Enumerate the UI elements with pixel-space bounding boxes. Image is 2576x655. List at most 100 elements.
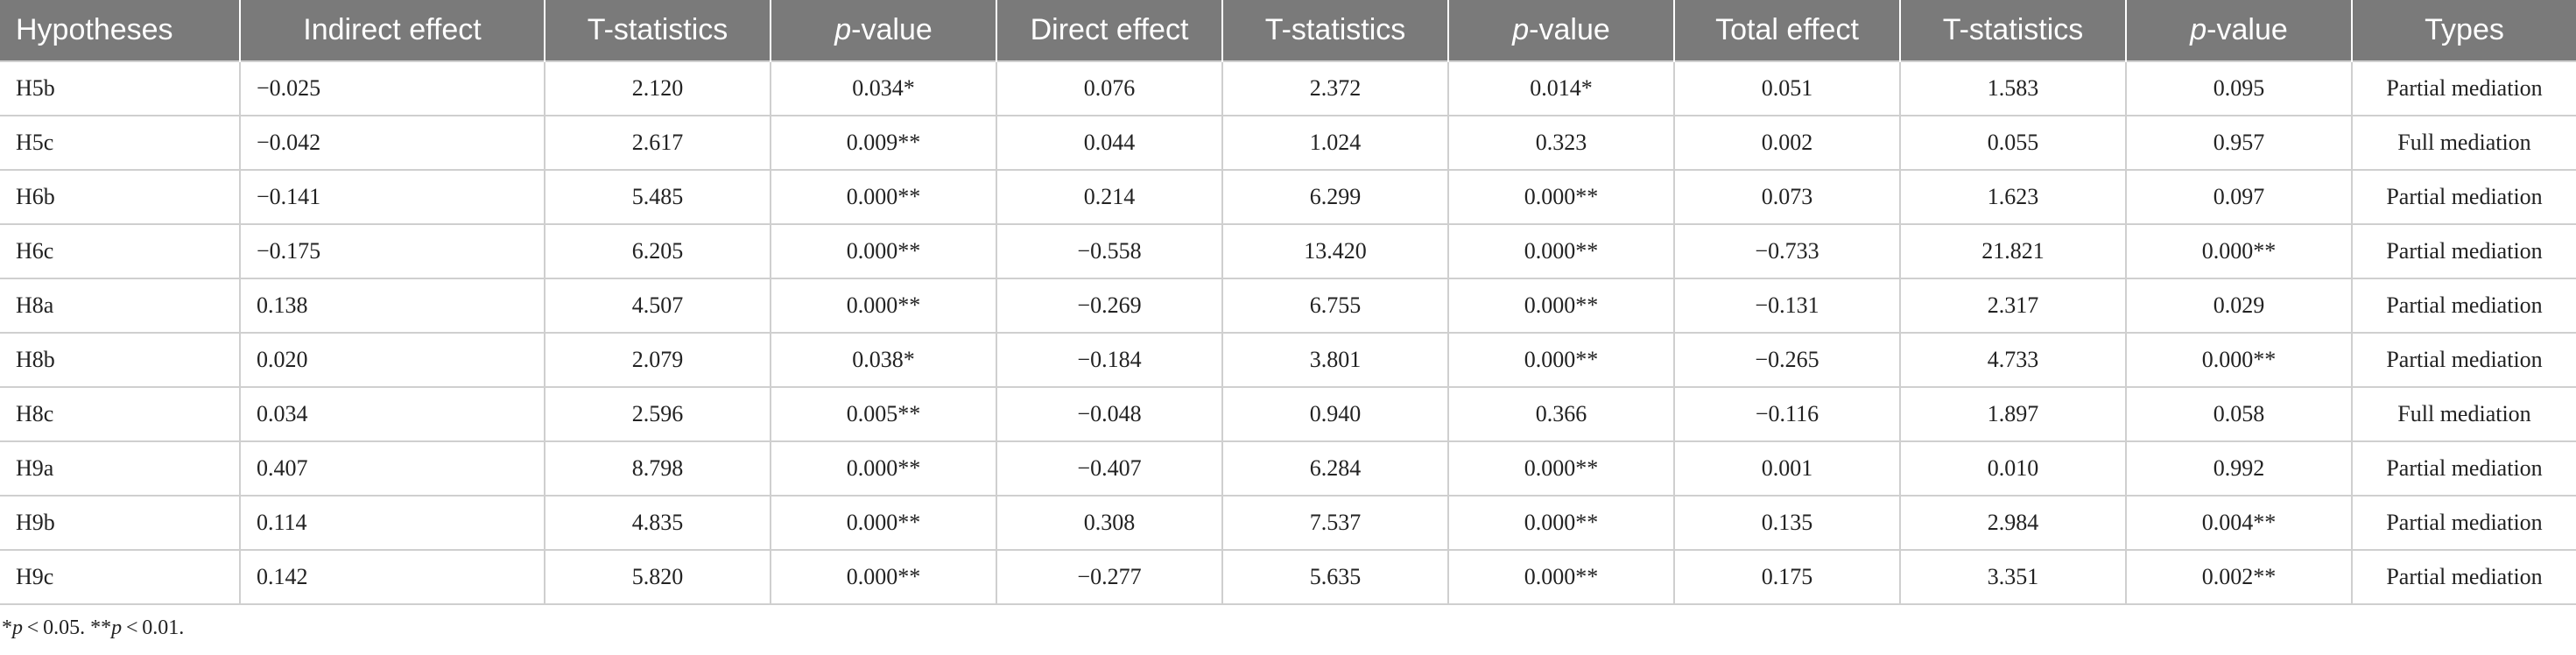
table-cell: 0.000** (1447, 333, 1674, 388)
table-cell: 0.000** (770, 441, 996, 497)
table-cell: 2.372 (1221, 60, 1448, 116)
table-row: H9b 0.114 4.835 0.000** 0.308 7.537 0.000** 0.1… (0, 496, 2576, 551)
table-cell: 4.507 (544, 278, 771, 334)
hypothesis-cell: H8b (0, 333, 240, 388)
column-header: p-value (2125, 0, 2352, 61)
table-cell: Full mediation (2351, 387, 2576, 442)
table-cell: 0.038* (770, 333, 996, 388)
column-header: T-statistics (544, 0, 771, 61)
table-cell: 6.299 (1221, 170, 1448, 225)
header-suffix: -value (851, 13, 933, 46)
table-cell: 0.000** (1447, 550, 1674, 605)
table-cell: 0.138 (239, 278, 545, 334)
table-cell: 13.420 (1221, 224, 1448, 279)
table-cell: 0.010 (1899, 441, 2126, 497)
column-header: Types (2351, 0, 2576, 61)
table-cell: 0.002 (1673, 116, 1900, 171)
p-symbol: p (1512, 13, 1530, 46)
table-row: H5b −0.025 2.120 0.034* 0.076 2.372 0.014* 0.05… (0, 60, 2576, 116)
table-row: H8b 0.020 2.079 0.038* −0.184 3.801 0.000** −0.… (0, 333, 2576, 388)
table-cell: 0.000** (770, 224, 996, 279)
table-cell: −0.175 (239, 224, 545, 279)
hypothesis-cell: H5b (0, 60, 240, 116)
table-cell: 0.175 (1673, 550, 1900, 605)
table-cell: 0.009** (770, 116, 996, 171)
table-cell: 6.205 (544, 224, 771, 279)
table-cell: 0.000** (770, 278, 996, 334)
table-cell: 0.407 (239, 441, 545, 497)
table-cell: 0.366 (1447, 387, 1674, 442)
table-cell: 0.004** (2125, 496, 2352, 551)
p-symbol: p (834, 13, 852, 46)
hypothesis-cell: H8c (0, 387, 240, 442)
table-cell: −0.407 (996, 441, 1222, 497)
table-cell: Partial mediation (2351, 278, 2576, 334)
table-cell: 0.000** (1447, 224, 1674, 279)
table-cell: Partial mediation (2351, 333, 2576, 388)
table-cell: 0.000** (770, 550, 996, 605)
table-cell: 0.073 (1673, 170, 1900, 225)
table-cell: 5.635 (1221, 550, 1448, 605)
table-cell: Partial mediation (2351, 496, 2576, 551)
hypothesis-cell: H9a (0, 441, 240, 497)
table-cell: 6.284 (1221, 441, 1448, 497)
table-cell: 0.000** (2125, 333, 2352, 388)
table-cell: 2.120 (544, 60, 771, 116)
table-cell: 0.000** (1447, 170, 1674, 225)
table-cell: 3.801 (1221, 333, 1448, 388)
table-cell: 5.820 (544, 550, 771, 605)
table-cell: 1.897 (1899, 387, 2126, 442)
footnote-mark-2: ** (90, 616, 112, 639)
table-cell: 0.000** (1447, 278, 1674, 334)
table-row: H5c −0.042 2.617 0.009** 0.044 1.024 0.323 0.00… (0, 116, 2576, 171)
table-row: H8c 0.034 2.596 0.005** −0.048 0.940 0.366 −0.1… (0, 387, 2576, 442)
table-cell: 0.001 (1673, 441, 1900, 497)
table-cell: 0.000** (770, 496, 996, 551)
table-cell: −0.269 (996, 278, 1222, 334)
column-header: T-statistics (1899, 0, 2126, 61)
hypothesis-cell: H9b (0, 496, 240, 551)
column-header: Hypotheses (0, 0, 240, 61)
table-cell: 1.024 (1221, 116, 1448, 171)
table-cell: 2.317 (1899, 278, 2126, 334)
table-cell: −0.131 (1673, 278, 1900, 334)
table-cell: −0.048 (996, 387, 1222, 442)
table-cell: −0.558 (996, 224, 1222, 279)
table-cell: 0.308 (996, 496, 1222, 551)
table-row: H6c −0.175 6.205 0.000** −0.558 13.420 0.000**… (0, 224, 2576, 279)
table-cell: 3.351 (1899, 550, 2126, 605)
table-cell: 0.957 (2125, 116, 2352, 171)
table-cell: −0.265 (1673, 333, 1900, 388)
header-suffix: -value (1529, 13, 1610, 46)
footnote-p-2: p (111, 616, 123, 639)
table-cell: Partial mediation (2351, 224, 2576, 279)
table-cell: 0.034* (770, 60, 996, 116)
hypothesis-cell: H6c (0, 224, 240, 279)
table-row: H9a 0.407 8.798 0.000** −0.407 6.284 0.000** 0.… (0, 441, 2576, 497)
table-cell: 2.596 (544, 387, 771, 442)
footnote-mark-1: * (2, 616, 12, 639)
header-suffix: -value (2206, 13, 2288, 46)
table-cell: −0.277 (996, 550, 1222, 605)
mediation-results-table-container: Hypotheses Indirect effect T-statistics p-v… (0, 0, 2576, 639)
hypothesis-cell: H8a (0, 278, 240, 334)
hypothesis-cell: H6b (0, 170, 240, 225)
table-cell: 0.940 (1221, 387, 1448, 442)
table-cell: 2.617 (544, 116, 771, 171)
table-cell: 1.583 (1899, 60, 2126, 116)
table-cell: 0.029 (2125, 278, 2352, 334)
table-cell: −0.042 (239, 116, 545, 171)
table-cell: 7.537 (1221, 496, 1448, 551)
column-header: Direct effect (996, 0, 1222, 61)
table-row: H8a 0.138 4.507 0.000** −0.269 6.755 0.000** −0… (0, 278, 2576, 334)
hypothesis-cell: H9c (0, 550, 240, 605)
table-cell: Full mediation (2351, 116, 2576, 171)
table-cell: 1.623 (1899, 170, 2126, 225)
table-cell: 0.095 (2125, 60, 2352, 116)
mediation-results-table: Hypotheses Indirect effect T-statistics p-v… (0, 0, 2576, 605)
table-cell: −0.184 (996, 333, 1222, 388)
table-cell: 0.055 (1899, 116, 2126, 171)
column-header: T-statistics (1221, 0, 1448, 61)
table-footnote: *p < 0.05. **p < 0.01. (2, 616, 184, 640)
table-cell: 6.755 (1221, 278, 1448, 334)
